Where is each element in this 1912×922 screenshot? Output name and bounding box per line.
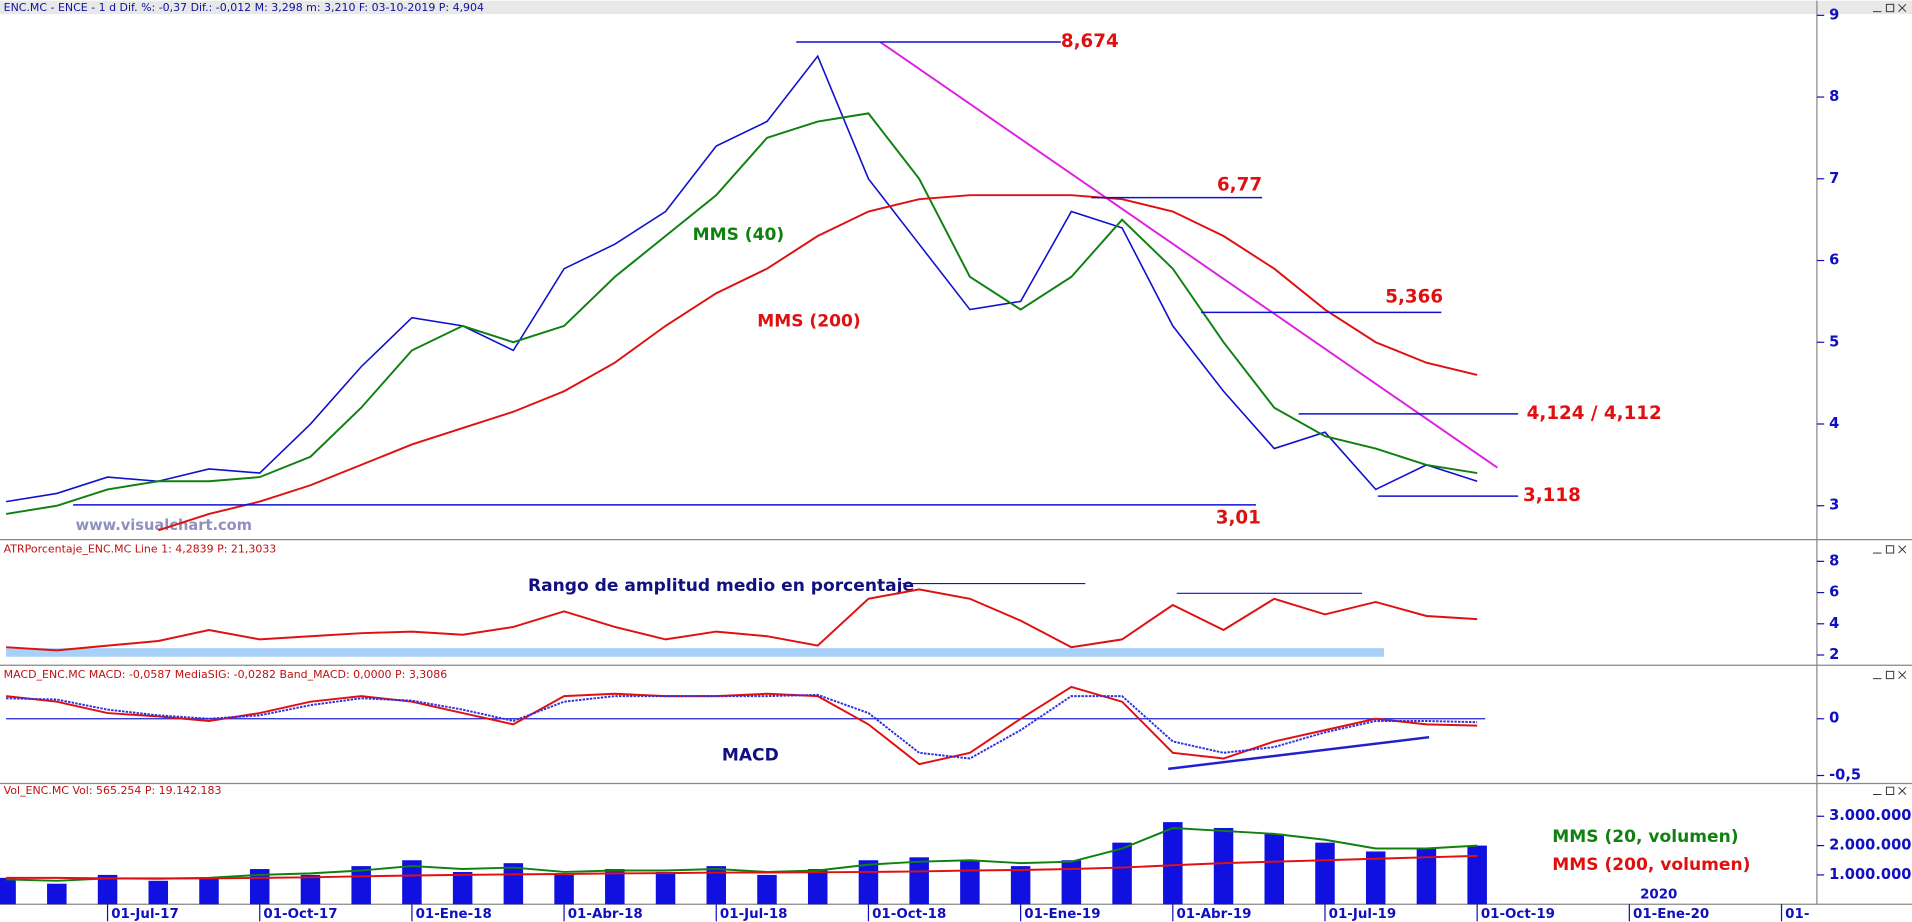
series-line — [5, 685, 1478, 766]
bar — [1315, 842, 1335, 905]
atr-band — [6, 648, 1385, 657]
bar — [1365, 851, 1386, 905]
level-label: 3,118 — [1523, 485, 1581, 506]
header-bar — [0, 540, 1912, 556]
bar — [1163, 822, 1183, 905]
panel-title: MACD — [722, 745, 779, 765]
y-tick-label: -0,5 — [1829, 766, 1861, 783]
series-label: MMS (200, volumen) — [1552, 855, 1750, 875]
y-tick-label: 6 — [1829, 252, 1839, 269]
bar — [960, 860, 980, 905]
bar — [757, 874, 777, 905]
bar — [1010, 866, 1031, 905]
bar — [1264, 833, 1285, 905]
y-tick-label: 3 — [1829, 497, 1839, 514]
bar — [300, 874, 321, 905]
header: Vol_ENC.MC Vol: 565.254 P: 19.142.183 — [4, 784, 222, 797]
x-tick-label: 01-Jul-19 — [1329, 907, 1397, 922]
x-tick-label: 01-Abr-18 — [568, 907, 643, 922]
level-label: 3,01 — [1216, 507, 1261, 528]
series-line — [5, 54, 1478, 503]
header-bar — [0, 0, 1912, 15]
bar — [554, 874, 574, 905]
bar — [47, 883, 67, 905]
x-tick-label: 01-Oct-19 — [1481, 907, 1555, 922]
x-tick-label: 01-Ene-20 — [1633, 907, 1709, 922]
header: MACD_ENC.MC MACD: -0,0587 MediaSIG: -0,0… — [4, 668, 448, 681]
bar — [148, 880, 169, 905]
series-line — [6, 693, 1478, 760]
bar — [1467, 845, 1487, 905]
bar — [605, 869, 625, 905]
x-tick-label: 01-Oct-17 — [263, 907, 337, 922]
level-label: 8,674 — [1061, 31, 1119, 52]
series-label: MMS (200) — [757, 311, 860, 331]
series-line — [6, 588, 1478, 652]
bar — [807, 869, 828, 905]
bar — [1213, 827, 1234, 905]
x-tick-label: 01- — [1785, 907, 1809, 922]
y-tick-label: 2 — [1829, 646, 1839, 663]
bar — [1416, 848, 1437, 905]
level-label: 6,77 — [1217, 174, 1262, 195]
bar — [0, 877, 16, 905]
series-line — [6, 854, 1478, 880]
y-tick-label: 1.000.000 — [1829, 866, 1911, 883]
y-tick-label: 0 — [1829, 710, 1839, 727]
level-label: 5,366 — [1385, 287, 1443, 308]
series-line — [157, 194, 1478, 532]
bar — [1112, 842, 1132, 905]
header: ATRPorcentaje_ENC.MC Line 1: 4,2839 P: 2… — [4, 542, 277, 555]
bar — [909, 857, 929, 905]
panel-title: Rango de amplitud medio en porcentaje — [528, 576, 914, 596]
series-label: MMS (40) — [693, 225, 785, 245]
year-label: 2020 — [1640, 887, 1677, 902]
level-label: 4,124 / 4,112 — [1527, 403, 1662, 424]
series-label: MMS (20, volumen) — [1552, 827, 1738, 847]
bar — [858, 860, 879, 905]
x-tick-label: 01-Ene-19 — [1024, 907, 1100, 922]
y-tick-label: 3.000.000 — [1829, 807, 1911, 824]
series-line — [6, 827, 1478, 882]
trend-line — [879, 41, 1498, 469]
series-line — [5, 112, 1478, 515]
macd-support — [1168, 735, 1430, 771]
x-tick-label: 01-Jul-17 — [111, 907, 179, 922]
x-tick-label: 01-Oct-18 — [872, 907, 946, 922]
watermark: www.visualchart.com — [76, 517, 252, 534]
bar — [1061, 860, 1082, 905]
y-tick-label: 4 — [1829, 615, 1839, 632]
y-tick-label: 5 — [1829, 333, 1839, 350]
bar — [199, 877, 219, 905]
x-tick-label: 01-Jul-18 — [720, 907, 788, 922]
y-tick-label: 7 — [1829, 170, 1839, 187]
header: ENC.MC - ENCE - 1 d Dif. %: -0,37 Dif.: … — [4, 1, 484, 14]
bar — [452, 871, 473, 905]
bar — [402, 860, 422, 905]
bar — [655, 871, 676, 905]
x-tick-label: 01-Abr-19 — [1176, 907, 1251, 922]
window-buttons[interactable] — [1872, 3, 1907, 795]
y-tick-label: 8 — [1829, 552, 1839, 569]
y-tick-label: 2.000.000 — [1829, 837, 1911, 854]
y-tick-label: 4 — [1829, 415, 1839, 432]
y-tick-label: 6 — [1829, 584, 1839, 601]
y-tick-label: 9 — [1829, 6, 1839, 23]
y-tick-label: 8 — [1829, 88, 1839, 105]
bar — [503, 863, 524, 905]
bar — [706, 866, 727, 905]
bar — [97, 874, 118, 905]
x-tick-label: 01-Ene-18 — [416, 907, 492, 922]
